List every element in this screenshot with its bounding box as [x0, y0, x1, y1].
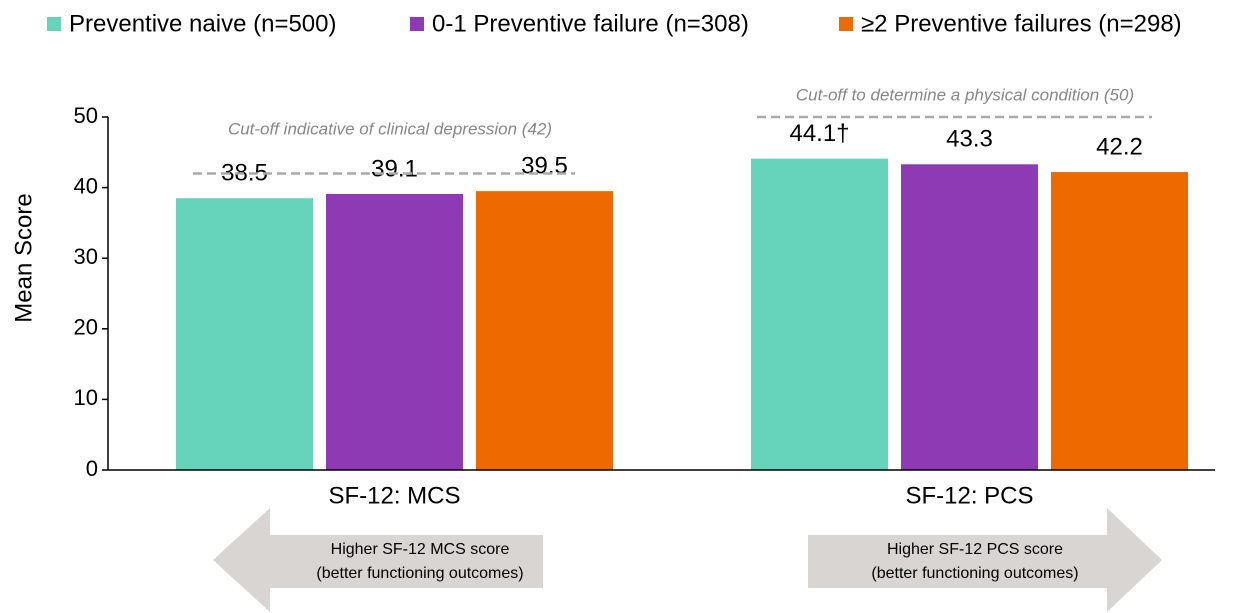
bar [176, 198, 313, 470]
arrow-text: Higher SF-12 MCS score [331, 541, 510, 558]
y-tick-label: 50 [74, 103, 98, 128]
legend-swatch [410, 17, 424, 31]
arrow-text: Higher SF-12 PCS score [887, 541, 1063, 558]
bar [751, 158, 888, 471]
arrow [808, 508, 1162, 612]
y-tick-label: 30 [74, 244, 98, 269]
value-label: 39.5 [521, 152, 568, 179]
x-tick-label: SF-12: PCS [905, 482, 1033, 509]
value-label: 43.3 [946, 126, 993, 153]
y-tick-label: 0 [86, 456, 98, 481]
reference-label: Cut-off indicative of clinical depressio… [228, 119, 552, 138]
bar [1051, 172, 1188, 470]
reference-label: Cut-off to determine a physical conditio… [796, 85, 1134, 104]
y-tick-label: 10 [74, 385, 98, 410]
bar [326, 193, 463, 471]
legend-label: ≥2 Preventive failures (n=298) [861, 10, 1182, 37]
legend-swatch [47, 17, 61, 31]
arrow-text: (better functioning outcomes) [316, 565, 523, 582]
arrow-text: (better functioning outcomes) [871, 565, 1078, 582]
y-axis-label: Mean Score [10, 193, 37, 322]
legend-swatch [839, 17, 853, 31]
y-tick-label: 40 [74, 173, 98, 198]
legend-label: 0-1 Preventive failure (n=308) [432, 10, 749, 37]
value-label: 39.1 [371, 155, 418, 182]
arrow [213, 508, 543, 612]
bar [901, 164, 1038, 470]
legend-label: Preventive naive (n=500) [69, 10, 337, 37]
value-label: 42.2 [1096, 133, 1143, 160]
bar [476, 191, 613, 470]
y-tick-label: 20 [74, 315, 98, 340]
value-label: 44.1† [789, 120, 849, 147]
x-tick-label: SF-12: MCS [328, 482, 460, 509]
